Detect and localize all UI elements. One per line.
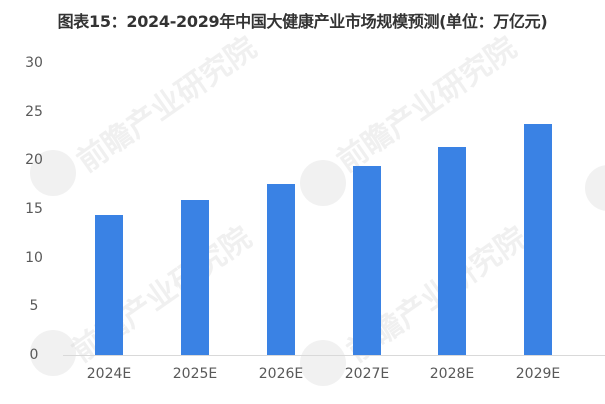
watermark-text: 前瞻产业研究院 — [65, 220, 259, 370]
y-tick-label: 10 — [25, 250, 43, 266]
y-tick-label: 15 — [25, 201, 43, 217]
bar-2026E — [267, 183, 295, 355]
bar-2025E — [181, 200, 209, 355]
x-tick-label: 2026E — [258, 366, 304, 382]
bar-2028E — [438, 146, 466, 355]
bar-2024E — [95, 214, 123, 355]
y-tick-label: 30 — [25, 55, 43, 71]
watermark-text: 前瞻产业研究院 — [330, 30, 524, 180]
y-tick-label: 5 — [29, 298, 39, 314]
x-tick-label: 2028E — [429, 366, 475, 382]
x-tick-label: 2027E — [344, 366, 390, 382]
bar-2029E — [524, 124, 552, 355]
watermark-logo-icon — [585, 165, 605, 211]
x-axis-line — [63, 355, 605, 356]
chart-title: 图表15：2024-2029年中国大健康产业市场规模预测(单位：万亿元) — [57, 12, 548, 31]
y-tick-label: 0 — [29, 347, 39, 363]
watermark-logo-icon — [300, 160, 346, 206]
x-tick-label: 2025E — [172, 366, 218, 382]
y-tick-label: 25 — [25, 104, 43, 120]
watermark-text: 前瞻产业研究院 — [70, 30, 264, 180]
x-tick-label: 2029E — [515, 366, 561, 382]
x-tick-label: 2024E — [86, 366, 132, 382]
y-tick-label: 20 — [25, 152, 43, 168]
bar-2027E — [353, 166, 381, 355]
